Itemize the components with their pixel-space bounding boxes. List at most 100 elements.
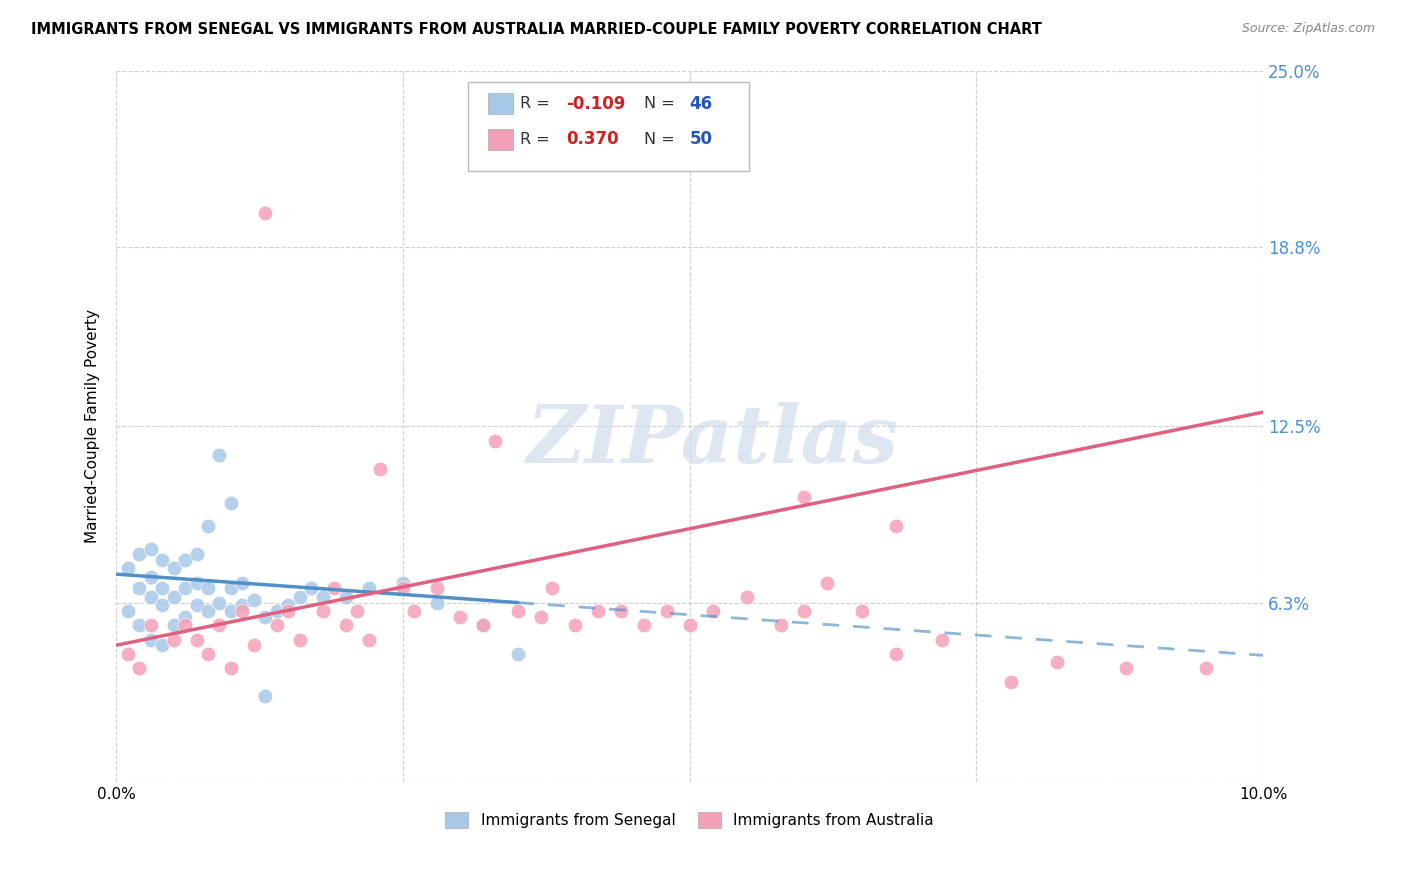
Point (139, 632, 162, 647)
Point (392, 575, 415, 590)
Point (793, 604, 815, 618)
Point (931, 632, 953, 647)
Point (197, 604, 219, 618)
Point (426, 582, 449, 596)
Point (335, 618, 357, 632)
Point (162, 618, 184, 632)
Point (174, 609, 197, 624)
Point (404, 604, 426, 618)
Point (564, 618, 586, 632)
Point (186, 547, 208, 561)
Point (346, 604, 368, 618)
Point (449, 609, 471, 624)
Point (506, 604, 529, 618)
Point (197, 519, 219, 533)
Point (186, 599, 208, 613)
Point (208, 618, 231, 632)
Text: -0.109: -0.109 (565, 95, 626, 112)
Point (243, 638, 266, 652)
Text: N =: N = (644, 132, 679, 147)
Point (208, 448, 231, 462)
Point (472, 618, 495, 632)
Point (219, 661, 242, 675)
Text: Source: ZipAtlas.com: Source: ZipAtlas.com (1241, 22, 1375, 36)
Point (219, 582, 242, 596)
Point (162, 632, 184, 647)
Point (174, 618, 197, 632)
Point (323, 582, 346, 596)
Point (219, 496, 242, 510)
Point (197, 582, 219, 596)
Text: ZIPatlas: ZIPatlas (527, 401, 898, 479)
Point (128, 661, 150, 675)
Point (793, 491, 815, 505)
Point (186, 575, 208, 590)
Point (139, 570, 162, 584)
Point (139, 590, 162, 604)
Point (231, 599, 253, 613)
Point (679, 618, 702, 632)
Point (162, 561, 184, 575)
Point (128, 547, 150, 561)
Point (530, 609, 553, 624)
Point (770, 618, 793, 632)
Point (277, 604, 299, 618)
Point (299, 582, 322, 596)
Point (368, 462, 391, 476)
Point (335, 590, 357, 604)
Point (139, 618, 162, 632)
Point (357, 632, 380, 647)
Point (150, 553, 173, 567)
Point (128, 618, 150, 632)
Point (610, 604, 633, 618)
Point (266, 618, 288, 632)
Text: 46: 46 (690, 95, 713, 112)
Point (254, 690, 277, 704)
Point (150, 638, 173, 652)
Point (174, 553, 197, 567)
Point (633, 618, 655, 632)
Text: IMMIGRANTS FROM SENEGAL VS IMMIGRANTS FROM AUSTRALIA MARRIED-COUPLE FAMILY POVER: IMMIGRANTS FROM SENEGAL VS IMMIGRANTS FR… (31, 22, 1042, 37)
Point (254, 609, 277, 624)
Point (254, 206, 277, 220)
Point (231, 604, 253, 618)
Text: R =: R = (520, 132, 555, 147)
Point (174, 582, 197, 596)
Point (506, 647, 529, 661)
Point (815, 575, 838, 590)
Point (128, 582, 150, 596)
Point (186, 632, 208, 647)
Point (266, 604, 288, 618)
Point (219, 604, 242, 618)
Point (312, 604, 335, 618)
Point (117, 561, 139, 575)
Point (277, 599, 299, 613)
Point (702, 604, 724, 618)
Point (484, 434, 506, 448)
Point (117, 604, 139, 618)
Text: 50: 50 (690, 130, 713, 148)
Point (541, 582, 564, 596)
Point (884, 647, 907, 661)
Bar (488, 93, 513, 114)
Point (1000, 675, 1022, 690)
Point (851, 604, 873, 618)
Point (150, 599, 173, 613)
Point (1115, 661, 1137, 675)
Point (288, 590, 311, 604)
Point (426, 596, 449, 610)
Point (117, 647, 139, 661)
Point (312, 590, 335, 604)
Point (139, 541, 162, 556)
Point (208, 596, 231, 610)
Point (655, 604, 678, 618)
Text: 0.370: 0.370 (565, 130, 619, 148)
Legend: Immigrants from Senegal, Immigrants from Australia: Immigrants from Senegal, Immigrants from… (439, 806, 941, 834)
Point (231, 575, 253, 590)
Point (392, 582, 415, 596)
Text: R =: R = (520, 96, 555, 112)
Point (197, 647, 219, 661)
Point (1195, 661, 1218, 675)
Point (884, 519, 907, 533)
Y-axis label: Married-Couple Family Poverty: Married-Couple Family Poverty (86, 310, 100, 543)
